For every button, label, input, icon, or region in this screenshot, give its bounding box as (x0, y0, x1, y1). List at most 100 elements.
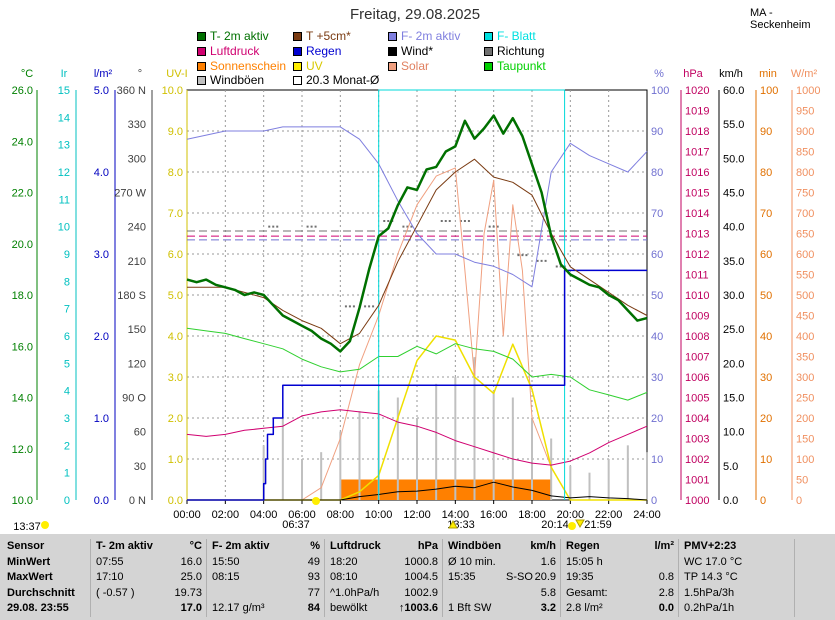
series-uv (187, 335, 647, 501)
legend-swatch (197, 47, 206, 56)
axis-unit-label: hPa (683, 68, 703, 80)
axis-unit-label: min (759, 68, 777, 80)
legend-item: Richtung (484, 45, 544, 57)
legend-item: UV (293, 60, 323, 72)
axis-tick-label: 9.0 (168, 126, 183, 138)
legend-item: Sonnenschein (197, 60, 286, 72)
x-tick-label: 24:00 (633, 509, 661, 521)
axis-unit-label: l/m² (94, 68, 113, 80)
axis-tick-label: 1007 (685, 352, 709, 364)
summary-current: ↑1003.6 (398, 602, 438, 615)
axis-tick-label: 1.0 (168, 454, 183, 466)
axis-tick-label: 70 (651, 208, 663, 220)
summary-value: 49 (307, 555, 320, 568)
axis-tick-label: 14.0 (12, 393, 33, 405)
x-tick-label: 10:00 (365, 509, 393, 521)
axis-tick-label: 1004 (685, 413, 709, 425)
summary-value: 1002.9 (404, 586, 438, 599)
summary-value: 0.8 (658, 571, 674, 584)
legend-item: T +5cm* (293, 30, 351, 42)
axis-tick-label: 1012 (685, 249, 709, 261)
axis-unit-label: km/h (719, 68, 743, 80)
sunshine-bar (436, 479, 455, 500)
axis-tick-label: 0 N (129, 495, 146, 507)
axis-unit-label: Ir (61, 68, 68, 80)
summary-label: MaxWert (7, 571, 53, 584)
axis-tick-label: 10.0 (12, 495, 33, 507)
x-tick-label: 06:00 (288, 509, 316, 521)
axis-tick-label: 4.0 (168, 331, 183, 343)
summary-col-wind: Windböen km/h Ø 10 min. 1.6 15:35 S-SO 20.9 … (442, 539, 560, 617)
solar-noon-icon (448, 519, 458, 529)
x-tick-label: 22:00 (595, 509, 623, 521)
legend-label: Windböen (210, 73, 265, 87)
axis-tick-label: 7 (64, 304, 70, 316)
axis-tick-label: 1011 (685, 270, 709, 282)
axis-unit-label: °C (21, 68, 33, 80)
axis-tick-label: 1001 (685, 475, 709, 487)
axis-tick-label: 20 (651, 413, 663, 425)
axis-tick-label: 20 (760, 413, 772, 425)
summary-total: 2.8 l/m² (566, 602, 603, 615)
axis-tick-label: 10 (651, 454, 663, 466)
axis-tick-label: 20.0 (723, 358, 744, 370)
axis-unit-label: W/m² (791, 68, 818, 80)
legend-item: F- Blatt (484, 30, 536, 42)
axis-tick-label: 90 (760, 126, 772, 138)
series-taupunkt (186, 327, 648, 401)
x-tick-label: 00:00 (173, 509, 201, 521)
axis-tick-label: 1 (64, 468, 70, 480)
summary-value: 77 (307, 586, 320, 599)
summary-pressure-1h: 0.2hPa/1h (684, 602, 735, 615)
summary-value: 1.6 (540, 555, 556, 568)
legend-swatch (484, 47, 493, 56)
axis-tick-label: 150 (128, 324, 146, 336)
axis-tick-label: 0.0 (168, 495, 183, 507)
sunset-label: 20:14 (541, 519, 569, 531)
axis-tick-label: 100 (796, 454, 814, 466)
axis-tick-label: 5.0 (94, 85, 109, 97)
summary-time: 19:35 (566, 571, 594, 584)
axis-tick-label: 90 O (122, 393, 146, 405)
axis-tick-label: 3.0 (94, 249, 109, 261)
axis-tick-label: 1017 (685, 147, 709, 159)
axis-tick-label: 22.0 (12, 188, 33, 200)
legend-swatch (293, 32, 302, 41)
axis-tick-label: 60 (134, 427, 146, 439)
sunset-icon (568, 522, 576, 530)
summary-value: 1004.5 (404, 571, 438, 584)
axis-tick-label: 6 (64, 331, 70, 343)
legend-swatch (388, 47, 397, 56)
summary-windchill: WC 17.0 °C (684, 555, 743, 568)
axis-tick-label: 40 (760, 331, 772, 343)
legend-swatch (484, 32, 493, 41)
axis-tick-label: 50.0 (723, 153, 744, 165)
summary-unit: °C (189, 540, 202, 552)
axis-tick-label: 150 (796, 434, 814, 446)
summary-head: Windböen (448, 540, 502, 552)
summary-head: T- 2m aktiv (96, 540, 153, 552)
axis-tick-label: 15.0 (723, 393, 744, 405)
axis-tick-label: 1.0 (94, 413, 109, 425)
axis-tick-label: 1008 (685, 331, 709, 343)
summary-col-temp: T- 2m aktiv °C 07:55 16.0 17:10 25.0 ( -0.5… (90, 539, 206, 617)
summary-current: 17.0 (180, 602, 202, 615)
legend-item: F- 2m aktiv (388, 30, 460, 42)
axis-tick-label: 4 (64, 386, 70, 398)
legend-item: Solar (388, 60, 429, 72)
summary-label: Gesamt: (566, 586, 608, 599)
summary-value: 25.0 (180, 571, 202, 584)
x-tick-label: 16:00 (480, 509, 508, 521)
axis-tick-label: 1016 (685, 167, 709, 179)
axis-tick-label: 13 (58, 140, 70, 152)
legend-item: 20.3 Monat-Ø (293, 74, 379, 86)
axis-tick-label: 330 (128, 119, 146, 131)
axis-tick-label: 360 N (117, 85, 146, 97)
sun-icon (312, 497, 320, 505)
sunshine-bar (455, 479, 475, 500)
legend-label: Solar (401, 59, 430, 73)
axis-tick-label: 8.0 (168, 167, 183, 179)
axis-tick-label: 550 (796, 270, 814, 282)
legend-swatch (197, 76, 206, 85)
axis-tick-label: 70 (760, 208, 772, 220)
